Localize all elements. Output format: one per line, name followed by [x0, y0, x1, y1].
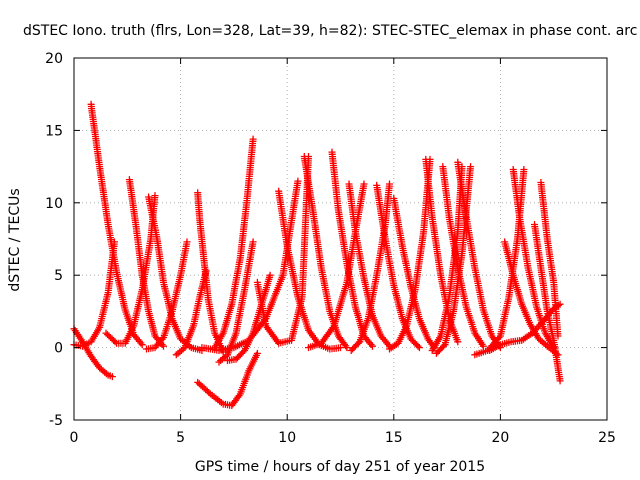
data-series: [70, 100, 564, 409]
series-arc-4: [125, 176, 167, 350]
series-arc-8: [194, 189, 227, 356]
y-axis-label: dSTEC / TECUs: [7, 188, 23, 291]
series-arc-32: [537, 179, 562, 340]
y-tick-label: 15: [45, 123, 63, 139]
series-arc-18: [328, 148, 376, 350]
plot-frame: [73, 57, 608, 421]
series-arc-22: [373, 181, 423, 352]
y-tick-label: 10: [45, 196, 63, 212]
x-tick-label: 15: [385, 430, 403, 446]
x-tick-label: 20: [491, 430, 509, 446]
series-arc-21: [347, 180, 393, 354]
series-arc-23: [386, 155, 434, 353]
series-arc-1: [87, 100, 146, 349]
series-arc-31: [509, 166, 558, 352]
y-tick-label: -5: [49, 413, 63, 429]
chart-title: dSTEC Iono. truth (flrs, Lon=328, Lat=39…: [23, 23, 637, 39]
series-arc-29: [428, 163, 466, 354]
series-arc-35: [501, 238, 562, 359]
y-tick-label: 0: [54, 341, 63, 357]
series-arc-27: [439, 163, 487, 350]
series-arc-12: [211, 135, 257, 352]
series-arc-25: [390, 195, 438, 352]
series-arc-7: [143, 238, 191, 353]
y-tick-label: 5: [54, 268, 63, 284]
series-arc-9: [172, 267, 210, 359]
series-arc-17: [300, 153, 351, 352]
x-tick-label: 0: [70, 430, 79, 446]
axis-ticks: 0 5 10 15 20 25 -5 0 5 10 15 20: [45, 51, 616, 446]
x-tick-label: 5: [176, 430, 185, 446]
series-arc-30: [471, 166, 528, 359]
x-tick-label: 10: [278, 430, 296, 446]
x-tick-label: 25: [598, 430, 616, 446]
x-axis-label: GPS time / hours of day 251 of year 2015: [195, 459, 485, 475]
series-arc-16: [253, 153, 312, 347]
series-arc-14: [198, 177, 302, 354]
series-arc-11: [215, 238, 257, 366]
series-arc-10: [194, 349, 261, 409]
series-arc-33: [531, 221, 564, 385]
y-tick-label: 20: [45, 51, 63, 67]
